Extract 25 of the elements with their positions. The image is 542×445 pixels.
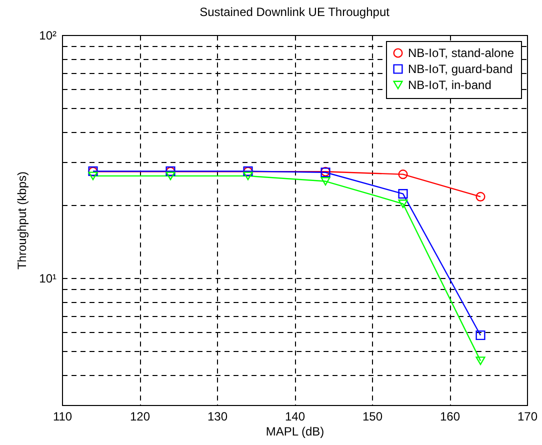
point bbox=[398, 200, 408, 208]
point bbox=[476, 356, 486, 366]
point bbox=[166, 172, 176, 180]
x-tick-label: 130 bbox=[207, 410, 228, 424]
legend-label: NB-IoT, in-band bbox=[408, 78, 492, 92]
point bbox=[243, 172, 253, 180]
point bbox=[476, 192, 486, 202]
point bbox=[398, 189, 408, 199]
point bbox=[476, 330, 486, 340]
x-tick-label: 140 bbox=[284, 410, 306, 424]
y-axis-title: Throughput (kbps) bbox=[15, 171, 30, 270]
legend-label: NB-IoT, guard-band bbox=[408, 62, 513, 76]
point bbox=[88, 172, 98, 180]
legend-label: NB-IoT, stand-alone bbox=[408, 46, 514, 60]
x-tick-label: 160 bbox=[440, 410, 460, 424]
x-tick-label: 150 bbox=[362, 410, 383, 424]
x-tick-label: 110 bbox=[52, 410, 72, 424]
x-tick-label: 120 bbox=[130, 410, 150, 424]
y-tick-label: 10² bbox=[39, 28, 57, 42]
y-tick-label: 10¹ bbox=[39, 271, 57, 286]
point bbox=[398, 170, 408, 180]
x-axis-title: MAPL (dB) bbox=[266, 424, 324, 438]
x-tick-label: 170 bbox=[517, 410, 538, 424]
chart-title: Sustained Downlink UE Throughput bbox=[200, 5, 390, 19]
point bbox=[320, 177, 330, 186]
